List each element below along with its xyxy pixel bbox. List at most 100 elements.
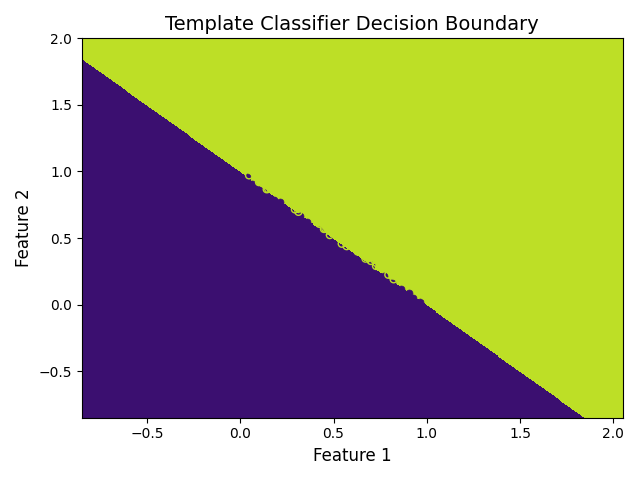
Point (306, 277, 316, 285)
Point (410, 219, 420, 227)
Point (262, 175, 272, 183)
Point (396, 225, 406, 233)
Point (270, 174, 280, 181)
Point (293, 251, 303, 259)
Point (343, 269, 353, 277)
Point (364, 272, 374, 280)
Point (369, 168, 379, 176)
Point (269, 255, 279, 263)
Point (266, 226, 276, 234)
Point (241, 181, 251, 189)
Point (384, 173, 394, 181)
Point (406, 204, 416, 211)
Point (390, 172, 400, 180)
Point (324, 192, 334, 199)
Point (387, 248, 397, 256)
Point (416, 283, 426, 291)
Point (284, 240, 294, 248)
Point (266, 218, 276, 226)
Point (276, 171, 286, 179)
Point (378, 208, 388, 216)
Point (314, 287, 324, 294)
Point (291, 168, 301, 176)
Point (309, 259, 319, 267)
Point (370, 226, 380, 234)
Point (254, 179, 264, 186)
Point (316, 230, 326, 238)
Point (278, 246, 288, 254)
Point (278, 254, 289, 262)
Point (298, 281, 308, 289)
Point (398, 235, 408, 243)
Point (335, 257, 345, 265)
Point (304, 255, 314, 263)
Point (390, 300, 400, 308)
Point (346, 285, 356, 293)
Point (282, 287, 292, 294)
Point (282, 241, 292, 249)
Point (247, 244, 257, 252)
Point (342, 222, 352, 230)
Point (305, 201, 316, 209)
Point (338, 223, 348, 230)
Point (319, 260, 329, 268)
Point (399, 240, 410, 247)
Point (345, 202, 355, 209)
Point (363, 208, 373, 216)
Point (295, 250, 305, 257)
Point (371, 262, 381, 270)
Point (246, 180, 257, 188)
Point (294, 252, 304, 260)
Point (415, 250, 425, 257)
Point (313, 278, 323, 286)
Point (248, 207, 259, 215)
Point (288, 269, 298, 276)
Point (411, 210, 421, 217)
Point (413, 254, 424, 262)
Point (238, 177, 248, 185)
Point (317, 236, 328, 244)
Point (308, 184, 319, 192)
Point (286, 250, 296, 258)
Point (246, 261, 256, 268)
Point (301, 204, 311, 212)
Point (314, 215, 324, 222)
Point (396, 288, 406, 296)
Point (338, 264, 348, 272)
Point (280, 278, 291, 286)
Point (275, 285, 285, 293)
Point (326, 300, 337, 308)
Point (257, 256, 268, 264)
Point (416, 180, 426, 188)
Point (404, 209, 414, 216)
Point (395, 240, 405, 248)
Point (238, 244, 248, 252)
Point (360, 196, 371, 204)
Point (412, 204, 422, 211)
Point (403, 198, 413, 206)
Point (353, 185, 364, 193)
Point (351, 283, 361, 291)
Point (238, 276, 248, 284)
Point (329, 175, 339, 183)
Point (367, 245, 377, 253)
Point (280, 279, 290, 287)
Point (287, 284, 297, 291)
Point (335, 210, 346, 218)
Point (415, 299, 425, 306)
Point (247, 208, 257, 216)
Point (314, 227, 324, 234)
Point (372, 246, 382, 254)
Point (295, 259, 305, 266)
Point (250, 289, 260, 297)
Point (418, 194, 428, 202)
Point (417, 169, 427, 177)
Point (369, 248, 379, 256)
Point (257, 264, 268, 272)
Point (288, 255, 298, 263)
Point (305, 232, 315, 240)
Point (274, 177, 284, 184)
Point (271, 298, 281, 306)
Point (241, 173, 252, 181)
Point (265, 183, 275, 191)
